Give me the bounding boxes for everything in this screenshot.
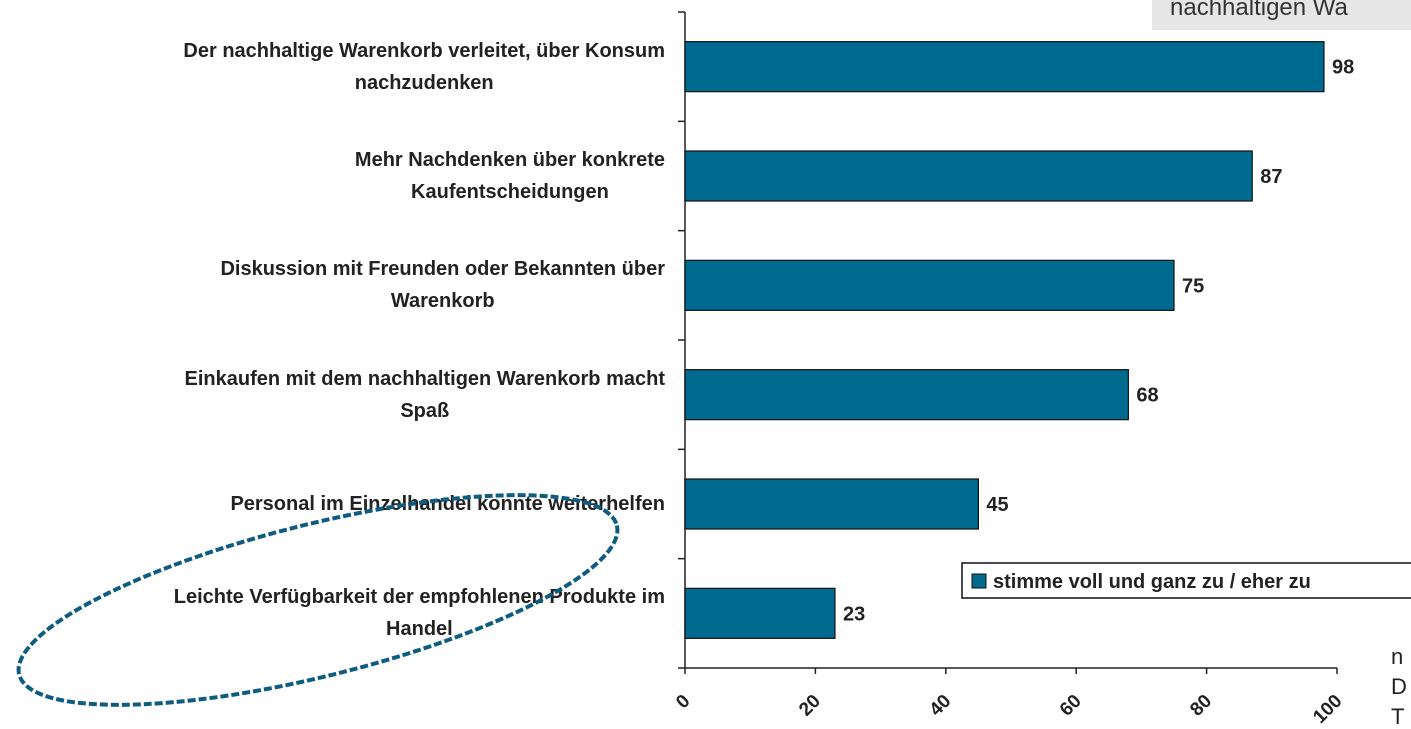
bar <box>684 478 979 530</box>
legend-label: stimme voll und ganz zu / eher zu <box>993 571 1311 593</box>
value-label: 98 <box>1332 57 1354 79</box>
value-label: 87 <box>1260 166 1282 188</box>
x-tick-label: 0 <box>672 691 694 713</box>
plot: 0 20 40 60 80 100 98 87 75 68 45 23 stimme voll und … <box>672 11 1411 728</box>
note: n <box>1391 644 1403 669</box>
category-label: Einkaufen mit dem nachhaltigen Warenkorb… <box>184 367 665 422</box>
category-label: Der nachhaltige Warenkorb verleitet, übe… <box>183 39 665 94</box>
bar <box>684 259 1175 311</box>
bar <box>684 587 836 639</box>
highlight-ellipse <box>16 493 620 707</box>
bar <box>684 369 1129 421</box>
x-tick-label: 40 <box>926 691 956 721</box>
x-tick-label: 80 <box>1186 691 1216 721</box>
value-label: 45 <box>986 494 1008 516</box>
bar <box>684 150 1253 202</box>
category-label: Leichte Verfügbarkeit der empfohlenen Pr… <box>173 586 665 641</box>
x-tick-label: 60 <box>1056 691 1086 721</box>
value-label: 23 <box>843 603 865 625</box>
bar <box>684 41 1325 93</box>
note-box <box>1152 0 1411 30</box>
note: nachhaltigen Wa <box>1170 0 1349 21</box>
x-tick-label: 100 <box>1309 691 1346 728</box>
category-label: Mehr Nachdenken über konkrete Kaufentsch… <box>354 149 665 203</box>
category-label: Diskussion mit Freunden oder Bekannten ü… <box>220 258 665 313</box>
value-label: 68 <box>1136 385 1158 407</box>
x-tick-label: 20 <box>795 691 825 721</box>
note: T <box>1391 704 1404 729</box>
value-label: 75 <box>1182 275 1204 297</box>
legend-swatch <box>971 573 987 589</box>
legend-box <box>961 562 1411 599</box>
note: D <box>1391 674 1407 699</box>
